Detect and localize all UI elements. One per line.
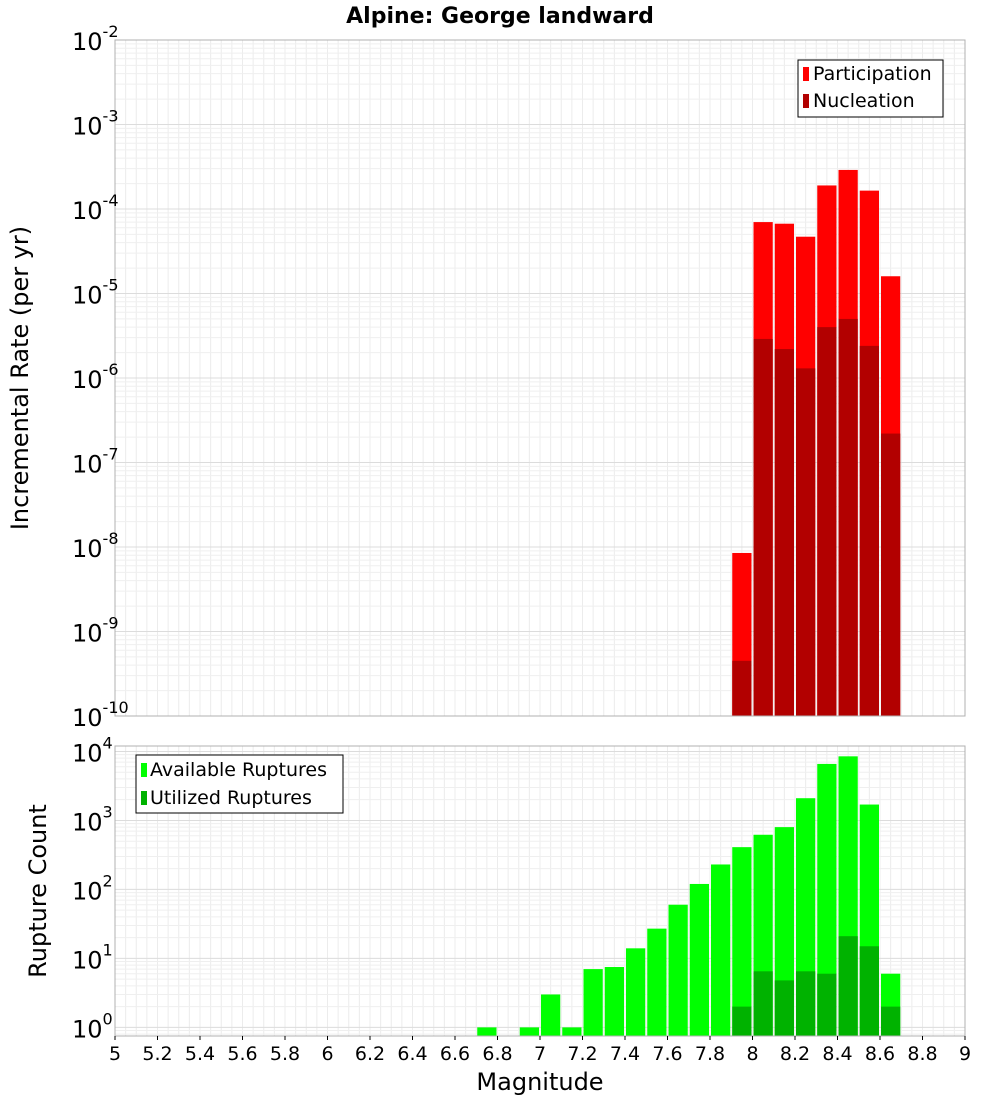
- bar-utilized-ruptures: [732, 1006, 752, 1036]
- top-y-tick-labels: 10-10 10-9 10-8 10-7 10-6 10-5 10-4 10-3 10-2: [72, 22, 129, 732]
- bar-available-ruptures: [668, 904, 688, 1036]
- x-tick-label: 5.4: [185, 1043, 215, 1065]
- x-tick-label: 7.4: [610, 1043, 640, 1065]
- bar-available-ruptures: [626, 948, 646, 1036]
- x-tick-label: 8.8: [907, 1043, 937, 1065]
- bar-utilized-ruptures: [774, 980, 794, 1036]
- top-legend: Participation Nucleation: [797, 59, 944, 118]
- y-tick-label: 10-9: [72, 614, 119, 648]
- bar-utilized-ruptures: [881, 1006, 901, 1036]
- bar-nucleation: [859, 345, 879, 716]
- y-tick-label: 10-5: [72, 276, 119, 310]
- top-bars: [732, 169, 901, 717]
- bar-available-ruptures: [519, 1027, 539, 1036]
- y-tick-label: 10-2: [72, 22, 119, 56]
- bar-utilized-ruptures: [817, 973, 837, 1036]
- bar-nucleation: [774, 349, 794, 716]
- bar-nucleation: [732, 660, 752, 716]
- top-legend-box: [797, 59, 944, 118]
- bar-available-ruptures: [647, 928, 667, 1036]
- x-tick-label: 8.6: [865, 1043, 895, 1065]
- bar-available-ruptures: [583, 969, 603, 1036]
- bottom-y-axis-label: Rupture Count: [24, 804, 52, 978]
- bar-nucleation: [838, 318, 858, 716]
- legend-label-utilized: Utilized Ruptures: [150, 787, 312, 809]
- bar-nucleation: [796, 368, 816, 716]
- bar-nucleation: [753, 338, 773, 716]
- bar-nucleation: [817, 327, 837, 716]
- x-tick-label: 7: [534, 1043, 546, 1065]
- bar-utilized-ruptures: [838, 936, 858, 1036]
- y-tick-label: 100: [72, 1009, 113, 1043]
- y-tick-label: 10-3: [72, 107, 119, 141]
- x-axis-label: Magnitude: [476, 1068, 603, 1096]
- x-tick-label: 9: [959, 1043, 971, 1065]
- y-tick-label: 103: [72, 802, 113, 836]
- y-tick-label: 10-7: [72, 445, 119, 479]
- top-plot-border: [114, 39, 966, 717]
- x-tick-label: 6.2: [355, 1043, 385, 1065]
- legend-swatch-nucleation: [803, 94, 809, 108]
- x-tick-label: 6.4: [397, 1043, 427, 1065]
- y-tick-label: 101: [72, 940, 113, 974]
- x-tick-label: 5.2: [142, 1043, 172, 1065]
- y-tick-label: 102: [72, 871, 113, 905]
- bar-utilized-ruptures: [753, 971, 773, 1036]
- x-tick-label: 5: [109, 1043, 121, 1065]
- bottom-y-tick-labels: 100 101 102 103 104: [72, 733, 113, 1043]
- bar-available-ruptures: [732, 847, 752, 1036]
- chart-title: Alpine: George landward: [346, 4, 654, 29]
- x-tick-label: 7.6: [652, 1043, 682, 1065]
- legend-label-participation: Participation: [813, 63, 932, 85]
- bar-nucleation: [881, 433, 901, 716]
- legend-label-nucleation: Nucleation: [813, 90, 915, 112]
- bottom-panel: 100 101 102 103 104 5 5.2 5.4 5.6 5.8 6 6.2 6.4 6.6 6…: [24, 733, 971, 1096]
- bar-utilized-ruptures: [796, 971, 816, 1036]
- y-tick-label: 10-4: [72, 191, 119, 225]
- top-grid: [114, 39, 966, 717]
- bar-available-ruptures: [689, 883, 709, 1036]
- x-tick-label: 8.2: [780, 1043, 810, 1065]
- x-tick-label: 6: [321, 1043, 333, 1065]
- x-tick-label: 6.8: [482, 1043, 512, 1065]
- y-tick-label: 10-6: [72, 360, 119, 394]
- legend-swatch-utilized: [141, 791, 147, 805]
- top-y-axis-label: Incremental Rate (per yr): [6, 226, 34, 530]
- x-tick-label: 5.8: [270, 1043, 300, 1065]
- legend-swatch-participation: [803, 67, 809, 81]
- legend-label-available: Available Ruptures: [150, 759, 327, 781]
- x-tick-label: 8.4: [822, 1043, 852, 1065]
- bar-utilized-ruptures: [859, 946, 879, 1036]
- bar-available-ruptures: [817, 763, 837, 1036]
- bar-available-ruptures: [604, 967, 624, 1036]
- x-tick-label: 5.6: [227, 1043, 257, 1065]
- bottom-bars: [477, 756, 901, 1036]
- bar-available-ruptures: [477, 1027, 497, 1036]
- x-tick-label: 7.8: [695, 1043, 725, 1065]
- bottom-legend-box: [135, 754, 344, 814]
- top-panel: 10-10 10-9 10-8 10-7 10-6 10-5 10-4 10-3 10-2 In…: [6, 22, 966, 732]
- x-tick-label: 6.6: [440, 1043, 470, 1065]
- y-tick-label: 104: [72, 733, 113, 767]
- legend-swatch-available: [141, 763, 147, 777]
- bottom-legend: Available Ruptures Utilized Ruptures: [135, 754, 344, 814]
- y-tick-label: 10-8: [72, 529, 119, 563]
- x-tick-label: 8: [746, 1043, 758, 1065]
- x-tick-label: 7.2: [567, 1043, 597, 1065]
- y-tick-label: 10-10: [72, 698, 129, 732]
- bar-available-ruptures: [541, 994, 561, 1036]
- bar-available-ruptures: [711, 864, 731, 1036]
- bar-available-ruptures: [562, 1027, 582, 1036]
- x-tick-labels: 5 5.2 5.4 5.6 5.8 6 6.2 6.4 6.6 6.8 7 7.2 7.4 7.6 7.8 8…: [109, 1036, 971, 1065]
